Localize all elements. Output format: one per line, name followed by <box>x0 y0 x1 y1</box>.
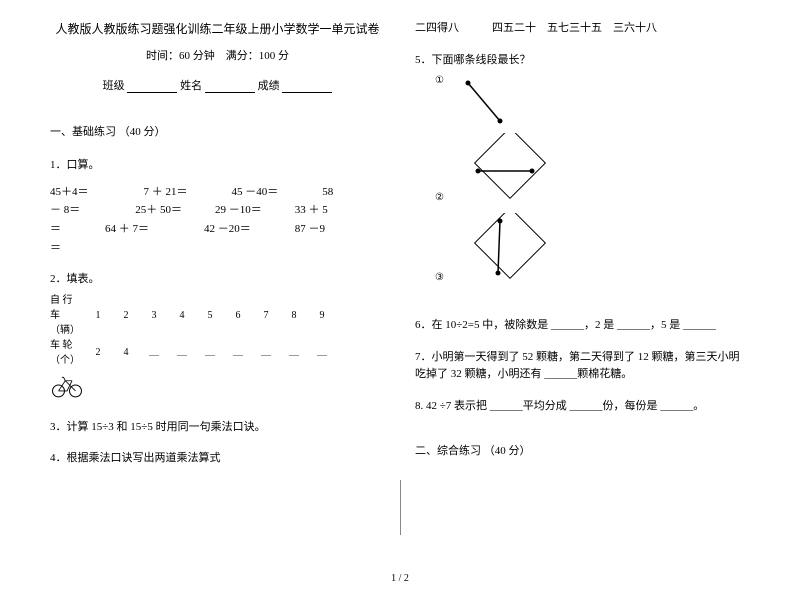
q5-diagrams: ① ② ③ <box>435 73 750 293</box>
q6: 6．在 10÷2=5 中，被除数是 ______，2 是 ______，5 是 … <box>415 317 750 335</box>
q2-row1-label: 自 行 车 （辆） <box>50 293 84 338</box>
q5-num-2: ② <box>435 190 444 206</box>
table-cell: 5 <box>196 308 224 323</box>
q1-row-3: ＝ 64 ＋ 7＝ 42 －20＝ 87 －9 <box>50 220 385 239</box>
table-cell: ＿ <box>168 345 196 360</box>
q2-row1: 自 行 车 （辆） 1 2 3 4 5 6 7 8 9 <box>50 293 385 338</box>
table-cell: ＿ <box>308 345 336 360</box>
exam-title: 人教版人教版练习题强化训练二年级上册小学数学一单元试卷 <box>50 20 385 37</box>
column-divider <box>400 480 401 535</box>
q4: 4．根据乘法口诀写出两道乘法算式 <box>50 450 385 468</box>
table-cell: 1 <box>84 308 112 323</box>
table-cell: 3 <box>140 308 168 323</box>
page-number: 1 / 2 <box>391 573 409 584</box>
table-cell: ＿ <box>280 345 308 360</box>
table-cell: ＿ <box>224 345 252 360</box>
name-label: 姓名 <box>180 80 202 92</box>
table-cell: 9 <box>308 308 336 323</box>
table-cell: 4 <box>168 308 196 323</box>
q1: 1．口算。 45＋4＝ 7 ＋ 21＝ 45 －40＝ 58 － 8＝ 25＋ … <box>50 157 385 257</box>
q1-row-1: 45＋4＝ 7 ＋ 21＝ 45 －40＝ 58 <box>50 183 385 202</box>
grade-label: 成绩 <box>258 80 280 92</box>
q8: 8. 42 ÷7 表示把 ______平均分成 ______份，每份是 ____… <box>415 398 750 416</box>
section-2-heading: 二、综合练习 （40 分） <box>415 442 750 458</box>
table-cell: ＿ <box>252 345 280 360</box>
mnemonic-line: 二四得八 四五二十 五七三十五 三六十八 <box>415 20 750 38</box>
q3: 3．计算 15÷3 和 15÷5 时用同一句乘法口诀。 <box>50 419 385 437</box>
table-cell: 4 <box>112 345 140 360</box>
bicycle-icon <box>50 372 84 398</box>
student-fields: 班级 姓名 成绩 <box>50 77 385 93</box>
table-cell: ＿ <box>140 345 168 360</box>
q1-row-2: － 8＝ 25＋ 50＝ 29 －10＝ 33 ＋ 5 <box>50 201 385 220</box>
table-cell: 2 <box>84 345 112 360</box>
q5: 5．下面哪条线段最长？ ① ② <box>415 52 750 304</box>
q5-num-1: ① <box>435 73 444 89</box>
q1-label: 1．口算。 <box>50 157 385 175</box>
exam-time-score: 时间：60 分钟 满分：100 分 <box>50 47 385 63</box>
table-cell: 6 <box>224 308 252 323</box>
class-blank <box>127 81 177 93</box>
class-label: 班级 <box>103 80 125 92</box>
q5-label: 5．下面哪条线段最长？ <box>415 52 750 70</box>
line-segment-3 <box>450 213 560 293</box>
q2-row2-label: 车 轮 （个） <box>50 338 84 368</box>
q1-row-4: ＝ <box>50 239 385 258</box>
table-cell: 2 <box>112 308 140 323</box>
table-cell: 8 <box>280 308 308 323</box>
line-segment-1 <box>450 73 540 133</box>
section-1-heading: 一、基础练习 （40 分） <box>50 123 385 139</box>
line-segment-2 <box>450 133 560 213</box>
left-column: 人教版人教版练习题强化训练二年级上册小学数学一单元试卷 时间：60 分钟 满分：… <box>50 20 385 560</box>
right-column: 二四得八 四五二十 五七三十五 三六十八 5．下面哪条线段最长？ ① ② <box>415 20 750 560</box>
q7: 7．小明第一天得到了 52 颗糖，第二天得到了 12 颗糖，第三天小明吃掉了 3… <box>415 349 750 384</box>
q2: 2．填表。 自 行 车 （辆） 1 2 3 4 5 6 7 8 9 车 轮 （个… <box>50 271 385 404</box>
name-blank <box>205 81 255 93</box>
q5-num-3: ③ <box>435 270 444 286</box>
q2-label: 2．填表。 <box>50 271 385 289</box>
grade-blank <box>282 81 332 93</box>
table-cell: 7 <box>252 308 280 323</box>
q2-row2: 车 轮 （个） 2 4 ＿ ＿ ＿ ＿ ＿ ＿ ＿ <box>50 338 385 368</box>
table-cell: ＿ <box>196 345 224 360</box>
